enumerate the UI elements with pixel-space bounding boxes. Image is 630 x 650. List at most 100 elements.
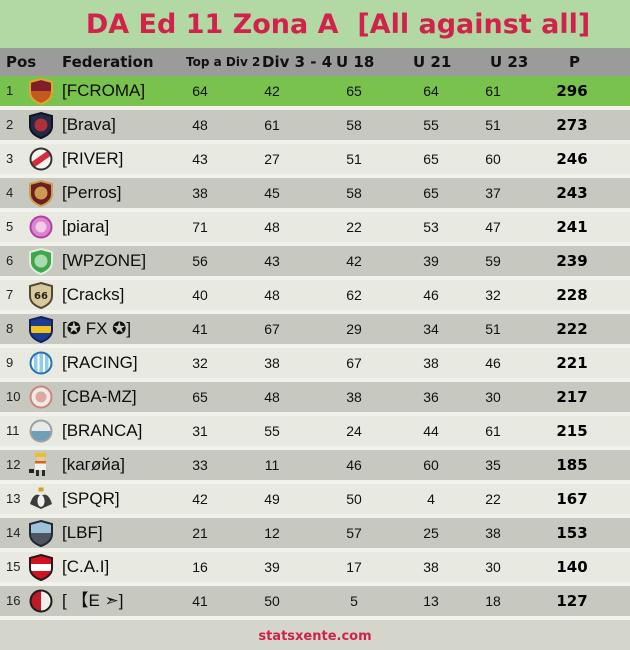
column-header-div-3-4: Div 3 - 4 bbox=[262, 53, 333, 71]
u21-cell: 25 bbox=[423, 525, 439, 541]
federation-name: [Brava] bbox=[62, 115, 116, 134]
top-a-div2-cell: 42 bbox=[192, 491, 208, 507]
u21-cell: 55 bbox=[423, 117, 439, 133]
u18-cell: 58 bbox=[346, 185, 362, 201]
spqr-badge bbox=[28, 485, 54, 513]
u23-cell: 47 bbox=[485, 219, 501, 235]
top-a-div2-cell: 16 bbox=[192, 559, 208, 575]
u23-cell: 38 bbox=[485, 525, 501, 541]
points-cell: 246 bbox=[556, 150, 588, 168]
federation-name: [BRANCA] bbox=[62, 421, 143, 440]
table-row: 7 66 [Cracks] 40 48 62 46 32 228 bbox=[0, 280, 630, 310]
u23-cell: 35 bbox=[485, 457, 501, 473]
div-3-4-cell: 27 bbox=[264, 151, 280, 167]
brava-badge bbox=[28, 111, 54, 139]
points-cell: 217 bbox=[556, 388, 588, 406]
u18-cell: 62 bbox=[346, 287, 362, 303]
u21-cell: 46 bbox=[423, 287, 439, 303]
div-3-4-cell: 48 bbox=[264, 287, 280, 303]
federation-name: [piara] bbox=[62, 217, 110, 236]
points-cell: 273 bbox=[556, 116, 588, 134]
perros-badge bbox=[28, 179, 54, 207]
top-a-div2-cell: 41 bbox=[192, 593, 208, 609]
karoya-badge bbox=[28, 451, 54, 479]
u21-cell: 64 bbox=[423, 83, 439, 99]
points-cell: 221 bbox=[556, 354, 588, 372]
column-header-top-a-div-2: Top a Div 2 bbox=[186, 55, 261, 69]
federation-name: [SPQR] bbox=[62, 489, 120, 508]
column-header-u23: U 23 bbox=[490, 53, 529, 71]
table-row: 5 [piara] 71 48 22 53 47 241 bbox=[0, 212, 630, 242]
u21-cell: 65 bbox=[423, 151, 439, 167]
u21-cell: 34 bbox=[423, 321, 439, 337]
points-cell: 140 bbox=[556, 558, 588, 576]
u18-cell: 51 bbox=[346, 151, 362, 167]
fx-badge bbox=[28, 315, 54, 343]
u18-cell: 58 bbox=[346, 117, 362, 133]
top-a-div2-cell: 38 bbox=[192, 185, 208, 201]
points-cell: 127 bbox=[556, 592, 588, 610]
top-a-div2-cell: 43 bbox=[192, 151, 208, 167]
top-a-div2-cell: 41 bbox=[192, 321, 208, 337]
top-a-div2-cell: 31 bbox=[192, 423, 208, 439]
table-row: 6 [WPZONE] 56 43 42 39 59 239 bbox=[0, 246, 630, 276]
table-row: 3 [RIVER] 43 27 51 65 60 246 bbox=[0, 144, 630, 174]
u18-cell: 50 bbox=[346, 491, 362, 507]
u21-cell: 4 bbox=[427, 491, 435, 507]
table-row: 16 [ 【E ➣] 41 50 5 13 18 127 bbox=[0, 586, 630, 616]
div-3-4-cell: 42 bbox=[264, 83, 280, 99]
table-rows: 1 [FCROMA] 64 42 65 64 61 296 2 [Brava] … bbox=[0, 76, 630, 620]
table-row: 14 [LBF] 21 12 57 25 38 153 bbox=[0, 518, 630, 548]
points-cell: 228 bbox=[556, 286, 588, 304]
position-cell: 6 bbox=[6, 253, 14, 268]
u18-cell: 17 bbox=[346, 559, 362, 575]
federation-name: [RACING] bbox=[62, 353, 138, 372]
u21-cell: 60 bbox=[423, 457, 439, 473]
lbf-badge bbox=[28, 519, 54, 547]
div-3-4-cell: 39 bbox=[264, 559, 280, 575]
table-row: 10 [CBA-MZ] 65 48 38 36 30 217 bbox=[0, 382, 630, 412]
federation-name: [Cracks] bbox=[62, 285, 125, 304]
top-a-div2-cell: 32 bbox=[192, 355, 208, 371]
position-cell: 12 bbox=[6, 457, 21, 472]
u21-cell: 38 bbox=[423, 559, 439, 575]
u23-cell: 60 bbox=[485, 151, 501, 167]
federation-name: [LBF] bbox=[62, 523, 103, 542]
position-cell: 1 bbox=[6, 83, 14, 98]
u23-cell: 51 bbox=[485, 321, 501, 337]
u23-cell: 30 bbox=[485, 559, 501, 575]
points-cell: 296 bbox=[556, 82, 588, 100]
div-3-4-cell: 43 bbox=[264, 253, 280, 269]
points-cell: 241 bbox=[556, 218, 588, 236]
u23-cell: 32 bbox=[485, 287, 501, 303]
u23-cell: 61 bbox=[485, 423, 501, 439]
top-a-div2-cell: 64 bbox=[192, 83, 208, 99]
fcroma-badge bbox=[28, 77, 54, 105]
table-header: Pos Federation Top a Div 2 Div 3 - 4 U 1… bbox=[0, 48, 630, 76]
u18-cell: 22 bbox=[346, 219, 362, 235]
position-cell: 11 bbox=[6, 423, 20, 438]
u21-cell: 44 bbox=[423, 423, 439, 439]
u21-cell: 65 bbox=[423, 185, 439, 201]
u18-cell: 29 bbox=[346, 321, 362, 337]
cai-badge bbox=[28, 553, 54, 581]
branca-badge bbox=[28, 417, 54, 445]
federation-name: [ 【E ➣] bbox=[62, 591, 124, 610]
u18-cell: 42 bbox=[346, 253, 362, 269]
site-link[interactable]: statsxente.com bbox=[258, 629, 372, 644]
position-cell: 8 bbox=[6, 321, 14, 336]
position-cell: 3 bbox=[6, 151, 14, 166]
position-cell: 4 bbox=[6, 185, 14, 200]
top-a-div2-cell: 40 bbox=[192, 287, 208, 303]
position-cell: 9 bbox=[6, 355, 14, 370]
federation-name: [CBA-MZ] bbox=[62, 387, 137, 406]
div-3-4-cell: 48 bbox=[264, 219, 280, 235]
table-row: 9 [RACING] 32 38 67 38 46 221 bbox=[0, 348, 630, 378]
top-a-div2-cell: 33 bbox=[192, 457, 208, 473]
cracks-badge: 66 bbox=[28, 281, 54, 309]
u18-cell: 46 bbox=[346, 457, 362, 473]
div-3-4-cell: 48 bbox=[264, 389, 280, 405]
river-badge bbox=[28, 145, 54, 173]
u23-cell: 46 bbox=[485, 355, 501, 371]
column-header-u18: U 18 bbox=[336, 53, 375, 71]
